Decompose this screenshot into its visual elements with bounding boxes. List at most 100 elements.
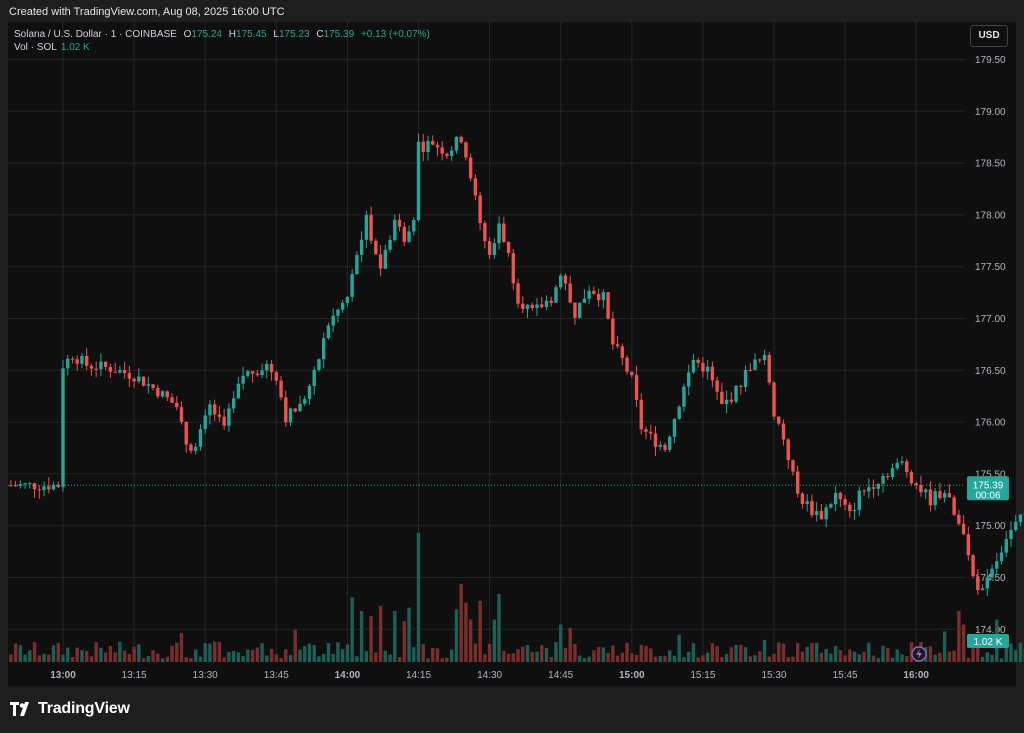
volume-bar — [108, 646, 113, 662]
volume-bar — [141, 658, 146, 662]
chart-frame[interactable] — [8, 22, 1016, 686]
candle-body — [212, 404, 217, 415]
high-label: H — [228, 29, 237, 40]
candle-body — [160, 391, 165, 397]
volume-bar — [246, 649, 250, 662]
symbol-title: Solana / U.S. Dollar · 1 · COINBASE — [14, 29, 177, 40]
candle-body — [715, 380, 719, 392]
candle-body — [900, 461, 904, 463]
y-tick-label: 178.50 — [975, 159, 1006, 170]
candle-body — [506, 241, 511, 254]
candle-body — [217, 414, 222, 417]
candle-body — [772, 382, 776, 417]
volume-bar — [497, 594, 501, 662]
volume-bar — [668, 650, 672, 662]
candle-body — [70, 358, 75, 360]
volume-bar — [777, 642, 781, 662]
volume-bar — [753, 655, 757, 662]
volume-bar — [620, 652, 625, 662]
volume-bar — [791, 656, 795, 662]
x-tick-label: 13:15 — [122, 670, 147, 681]
candle-body — [9, 485, 13, 487]
candle-body — [336, 309, 340, 316]
volume-bar — [653, 656, 658, 662]
candle-body — [1004, 539, 1008, 553]
volume-bar — [810, 642, 814, 662]
candle-body — [355, 254, 359, 275]
candle-body — [359, 239, 364, 255]
volume-bar — [909, 642, 914, 662]
candle-body — [383, 249, 388, 269]
candle-body — [786, 439, 790, 461]
volume-bar — [559, 624, 563, 662]
volume-bar — [227, 651, 231, 662]
candle-body — [644, 429, 648, 432]
volume-bar — [582, 658, 587, 662]
candle-body — [696, 359, 700, 364]
volume-bar — [388, 654, 392, 662]
candle-body — [663, 444, 667, 450]
volume-bar — [179, 633, 184, 662]
last-price-value: 175.39 — [973, 480, 1004, 491]
candle-body — [568, 283, 572, 303]
volume-bar — [814, 642, 819, 662]
volume-bar — [194, 649, 198, 662]
volume-bar — [407, 607, 411, 662]
candle-body — [796, 471, 800, 494]
candle-body — [378, 254, 383, 269]
volume-bar — [156, 653, 160, 662]
volume-bar — [734, 645, 738, 662]
volume-bar — [800, 651, 805, 662]
candle-body — [881, 475, 885, 484]
volume-bar — [307, 643, 312, 662]
volume-bar — [284, 649, 288, 662]
volume-bar — [255, 647, 260, 662]
candle-body — [587, 290, 591, 299]
volume-bar — [639, 644, 643, 662]
candle-body — [554, 287, 558, 303]
candle-body — [791, 460, 795, 472]
candle-body — [203, 415, 207, 430]
candle-body — [611, 318, 615, 345]
volume-bar — [208, 643, 212, 662]
volume-bar — [198, 656, 203, 662]
volume-bar — [758, 651, 762, 662]
volume-bar — [739, 644, 743, 662]
candle-body — [710, 366, 715, 381]
candle-body — [682, 386, 686, 407]
y-tick-label: 178.00 — [975, 210, 1006, 221]
candle-body — [179, 407, 184, 422]
candle-body — [634, 375, 639, 400]
candle-body — [293, 408, 297, 412]
currency-button[interactable]: USD — [970, 25, 1008, 47]
volume-bar — [942, 631, 947, 662]
candle-body — [369, 214, 373, 241]
volume-bar — [32, 642, 37, 662]
volume-bar — [1004, 644, 1008, 662]
candle-body — [540, 304, 544, 307]
volume-bar — [819, 652, 824, 662]
x-tick-label: 15:00 — [619, 670, 645, 681]
volume-bar — [241, 655, 245, 662]
change-value: +0.13 (+0.07%) — [360, 29, 430, 40]
candle-body — [236, 383, 241, 399]
candle-body — [705, 366, 710, 372]
volume-bar — [715, 646, 719, 662]
candle-body — [1018, 514, 1023, 522]
volume-bar — [554, 641, 558, 662]
volume-bar — [682, 657, 686, 662]
volume-bar — [573, 643, 577, 662]
candle-body — [502, 223, 506, 242]
candle-body — [426, 140, 430, 153]
tradingview-logo[interactable]: TradingView — [10, 700, 130, 718]
volume-bar — [525, 645, 530, 662]
volume-bar — [47, 654, 51, 662]
volume-bar — [464, 602, 468, 662]
candle-body — [563, 275, 568, 284]
candle-body — [829, 504, 833, 508]
candle-body — [37, 489, 41, 491]
volume-bar — [51, 645, 56, 662]
candle-body — [843, 499, 847, 505]
volume-bar — [18, 645, 23, 662]
